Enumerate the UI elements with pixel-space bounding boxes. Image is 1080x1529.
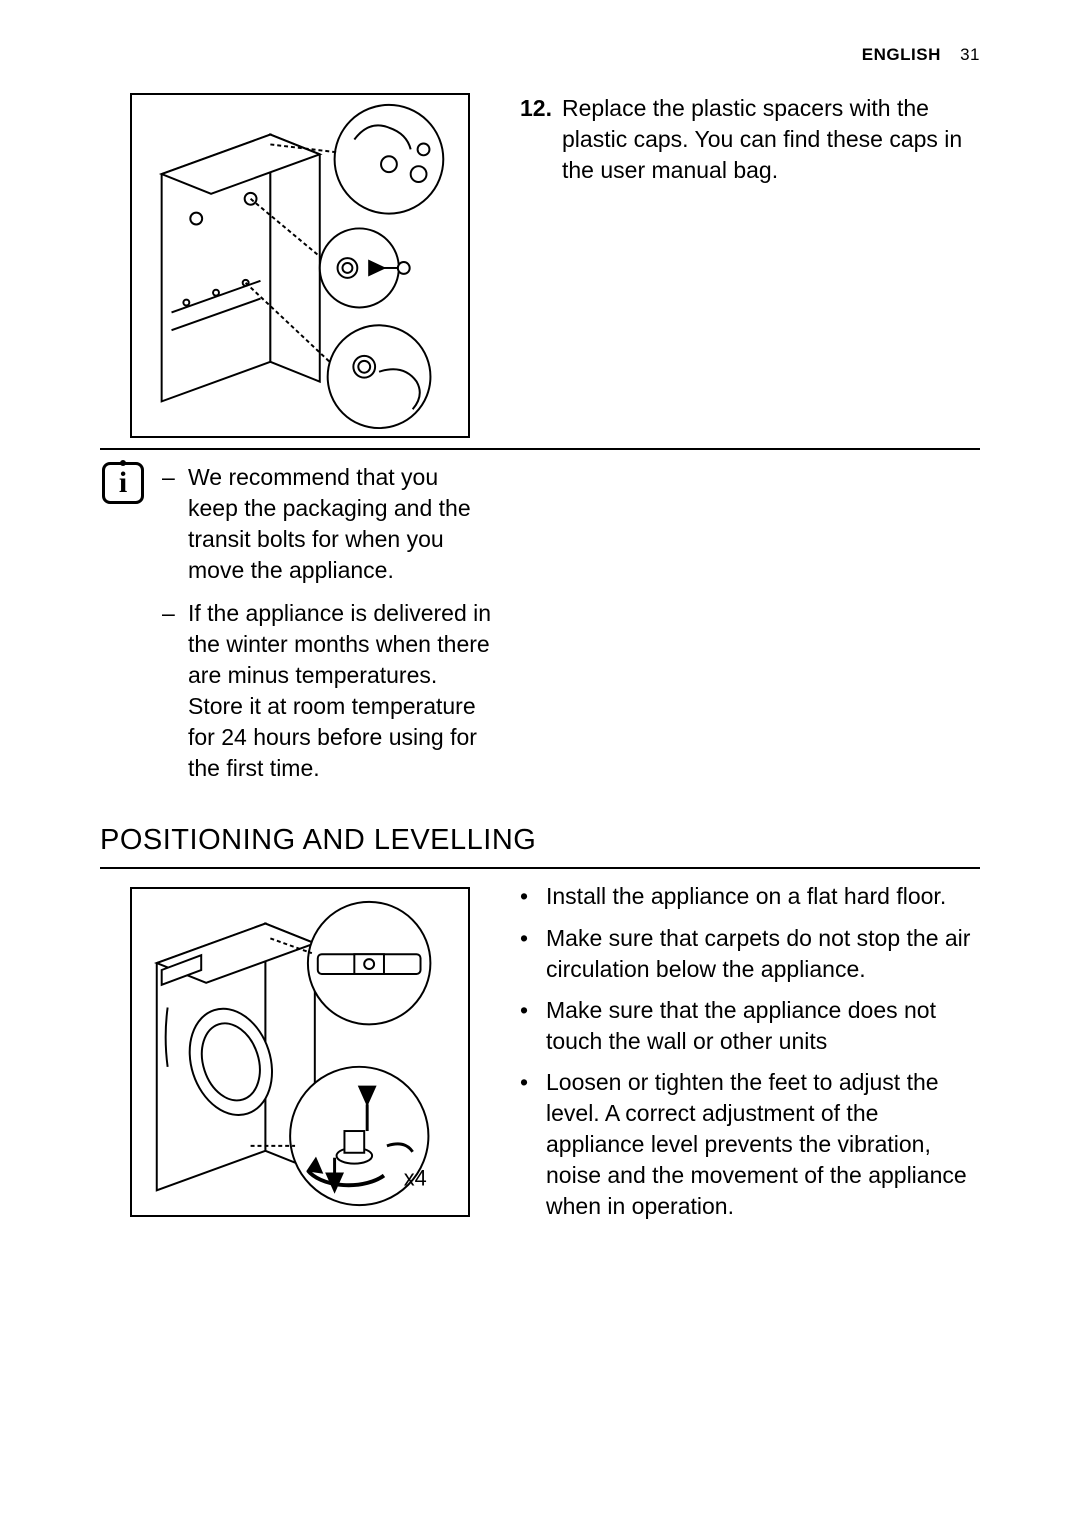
page-header: ENGLISH 31 xyxy=(100,45,980,65)
illustration-levelling: x4 xyxy=(130,887,470,1217)
illustration-x4-label: x4 xyxy=(404,1166,427,1191)
divider-2 xyxy=(100,867,980,869)
section-transit-bolts: 12. Replace the plastic spacers with the… xyxy=(100,93,980,438)
info-item: – We recommend that you keep the packagi… xyxy=(162,462,492,586)
step-number: 12. xyxy=(520,93,554,186)
bullet-item: Make sure that carpets do not stop the a… xyxy=(520,923,980,985)
step-12: 12. Replace the plastic spacers with the… xyxy=(520,93,980,186)
positioning-bullets: Install the appliance on a flat hard flo… xyxy=(520,881,980,1221)
washer-levelling-diagram-icon: x4 xyxy=(132,889,468,1215)
language-label: ENGLISH xyxy=(862,45,941,64)
illustration-transit-bolts xyxy=(130,93,470,438)
bullet-item: Make sure that the appliance does not to… xyxy=(520,995,980,1057)
info-text: If the appliance is delivered in the win… xyxy=(188,598,492,784)
step-text: Replace the plastic spacers with the pla… xyxy=(562,93,980,186)
divider-1 xyxy=(100,448,980,450)
section-positioning: x4 Install the appliance on a flat hard … xyxy=(100,881,980,1231)
washer-back-diagram-icon xyxy=(132,95,468,436)
info-list: – We recommend that you keep the packagi… xyxy=(162,462,492,796)
page-number: 31 xyxy=(960,45,980,64)
info-item: – If the appliance is delivered in the w… xyxy=(162,598,492,784)
info-text: We recommend that you keep the packaging… xyxy=(188,462,492,586)
bullet-item: Install the appliance on a flat hard flo… xyxy=(520,881,980,912)
info-block: i – We recommend that you keep the packa… xyxy=(100,462,980,796)
section-title-positioning: POSITIONING AND LEVELLING xyxy=(100,824,980,857)
info-icon: i xyxy=(102,462,144,504)
bullet-item: Loosen or tighten the feet to adjust the… xyxy=(520,1067,980,1222)
